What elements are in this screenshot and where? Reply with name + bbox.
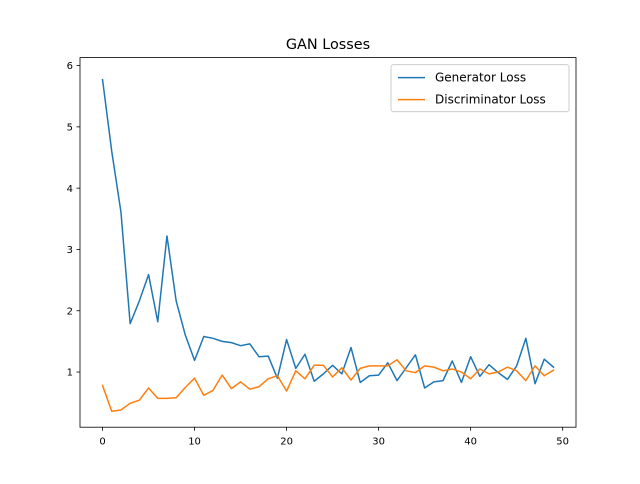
x-axis: 0 10 20 30 40 50 [99, 427, 569, 448]
legend: Generator Loss Discriminator Loss [390, 64, 570, 113]
y-axis: 1 2 3 4 5 6 [67, 61, 80, 379]
x-tick-label: 20 [280, 437, 293, 448]
x-tick-label: 40 [464, 437, 477, 448]
legend-box [390, 64, 570, 113]
x-tick-label: 30 [372, 437, 385, 448]
y-tick-label: 4 [67, 184, 73, 195]
x-tick-label: 10 [188, 437, 201, 448]
chart-title: GAN Losses [286, 37, 370, 53]
y-tick-label: 6 [67, 61, 73, 72]
legend-label-1: Discriminator Loss [435, 93, 546, 107]
plot-area [101, 78, 555, 413]
axes-frame [79, 57, 577, 428]
y-tick-label: 3 [67, 245, 73, 256]
series-line-1 [101, 359, 555, 413]
y-tick-label: 1 [67, 368, 73, 379]
legend-label-0: Generator Loss [435, 71, 526, 85]
y-tick-label: 5 [67, 122, 73, 133]
x-tick-label: 0 [99, 437, 105, 448]
y-tick-label: 2 [67, 306, 73, 317]
x-tick-label: 50 [556, 437, 569, 448]
series-line-0 [101, 78, 555, 389]
